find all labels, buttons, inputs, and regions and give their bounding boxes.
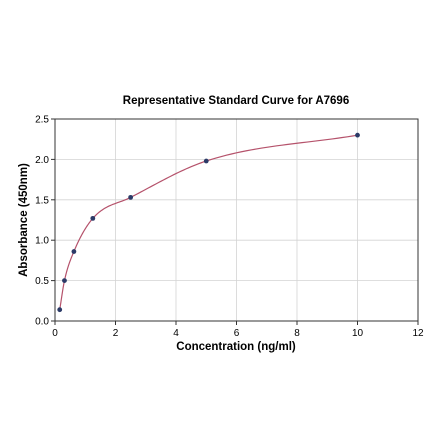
- y-tick-label: 1.5: [35, 195, 49, 206]
- data-point: [128, 194, 134, 200]
- x-tick-label: 4: [173, 328, 179, 339]
- x-tick-label: 12: [412, 328, 424, 339]
- x-tick-label: 2: [113, 328, 119, 339]
- y-tick-label: 2.0: [35, 155, 49, 166]
- x-tick-label: 10: [352, 328, 364, 339]
- y-tick-label: 1.0: [35, 236, 49, 247]
- chart-title: Representative Standard Curve for A7696: [123, 95, 349, 107]
- data-point: [71, 249, 77, 254]
- data-point: [57, 307, 63, 313]
- x-tick-label: 6: [234, 328, 240, 339]
- x-tick-label: 8: [294, 328, 300, 339]
- grid: [54, 118, 419, 322]
- data-point: [62, 278, 67, 283]
- y-axis-label: Absorbance (450nm): [18, 163, 30, 277]
- axis-ticks: 0 2 4 6 8 10 12 0.0 0.5 1.0 1.5 2.0 2.5: [35, 115, 424, 340]
- y-tick-label: 2.5: [35, 115, 49, 126]
- data-point: [355, 132, 360, 138]
- data-point: [90, 215, 96, 221]
- x-axis-label: Concentration (ng/ml): [176, 341, 296, 353]
- x-tick-label: 0: [52, 328, 58, 339]
- y-tick-label: 0.5: [35, 276, 49, 287]
- data-points: [57, 132, 360, 313]
- data-point: [203, 158, 209, 164]
- y-tick-label: 0.0: [35, 317, 49, 328]
